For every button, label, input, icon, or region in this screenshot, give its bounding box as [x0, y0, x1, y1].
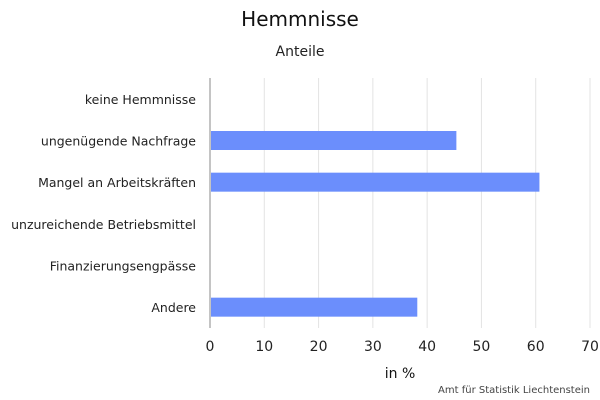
- source-credit: Amt für Statistik Liechtenstein: [438, 385, 590, 396]
- category-label: Andere: [151, 300, 196, 315]
- category-label: unzureichende Betriebsmittel: [11, 217, 196, 232]
- chart-title: Hemmnisse: [241, 7, 359, 31]
- x-tick-label: 30: [364, 339, 382, 355]
- bar: [211, 297, 418, 317]
- x-axis-title: in %: [385, 366, 416, 382]
- x-tick-label: 10: [255, 339, 273, 355]
- bar: [211, 131, 457, 150]
- bars: [211, 131, 540, 317]
- category-label: ungenügende Nachfrage: [41, 134, 196, 149]
- chart-subtitle: Anteile: [275, 44, 325, 60]
- grid-lines: [209, 78, 591, 328]
- x-tick-label: 70: [581, 339, 599, 355]
- x-tick-label: 0: [206, 339, 215, 355]
- x-tick-label: 50: [473, 339, 491, 355]
- x-tick-label: 20: [310, 339, 328, 355]
- category-labels: keine Hemmnisse ungenügende Nachfrage Mang…: [11, 92, 196, 315]
- category-label: keine Hemmnisse: [85, 92, 196, 107]
- bar: [211, 172, 540, 192]
- x-tick-label: 60: [527, 339, 545, 355]
- category-label: Finanzierungsengpässe: [50, 259, 197, 274]
- x-tick-label: 40: [418, 339, 436, 355]
- category-label: Mangel an Arbeitskräften: [38, 175, 196, 190]
- x-tick-labels: 0 10 20 30 40 50 60 70: [206, 339, 599, 355]
